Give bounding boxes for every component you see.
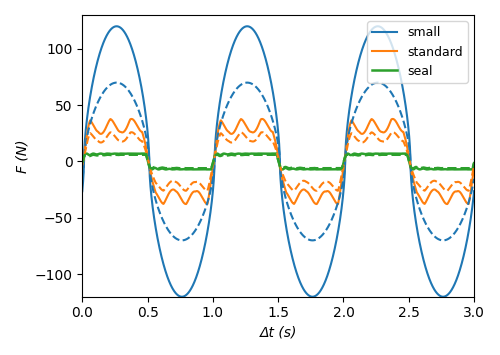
small	[80, 189, 86, 193]
small	[314, 292, 320, 296]
seal	[80, 161, 86, 165]
seal	[334, 167, 340, 171]
Line: seal: seal	[82, 154, 474, 169]
small	[372, 25, 378, 29]
seal	[471, 161, 477, 165]
standard	[372, 120, 378, 125]
standard	[402, 134, 407, 138]
seal	[372, 152, 378, 156]
standard	[314, 202, 320, 206]
standard	[150, 183, 156, 187]
standard	[229, 132, 235, 136]
X-axis label: Δt (s): Δt (s)	[260, 326, 297, 340]
Legend: small, standard, seal: small, standard, seal	[367, 21, 468, 83]
small	[179, 295, 185, 299]
small	[471, 189, 477, 193]
standard	[334, 202, 340, 206]
seal	[148, 167, 154, 171]
standard	[471, 165, 477, 169]
seal	[314, 167, 320, 171]
seal	[229, 152, 235, 156]
small	[150, 211, 156, 215]
standard	[80, 165, 86, 169]
small	[229, 46, 235, 50]
small	[244, 24, 250, 28]
small	[334, 234, 340, 238]
Y-axis label: F (N): F (N)	[15, 139, 29, 173]
seal	[82, 152, 88, 156]
Line: small: small	[82, 26, 474, 297]
standard	[390, 117, 396, 121]
seal	[150, 166, 156, 170]
standard	[314, 201, 320, 205]
small	[402, 97, 407, 101]
seal	[402, 152, 407, 156]
Line: standard: standard	[82, 119, 474, 204]
